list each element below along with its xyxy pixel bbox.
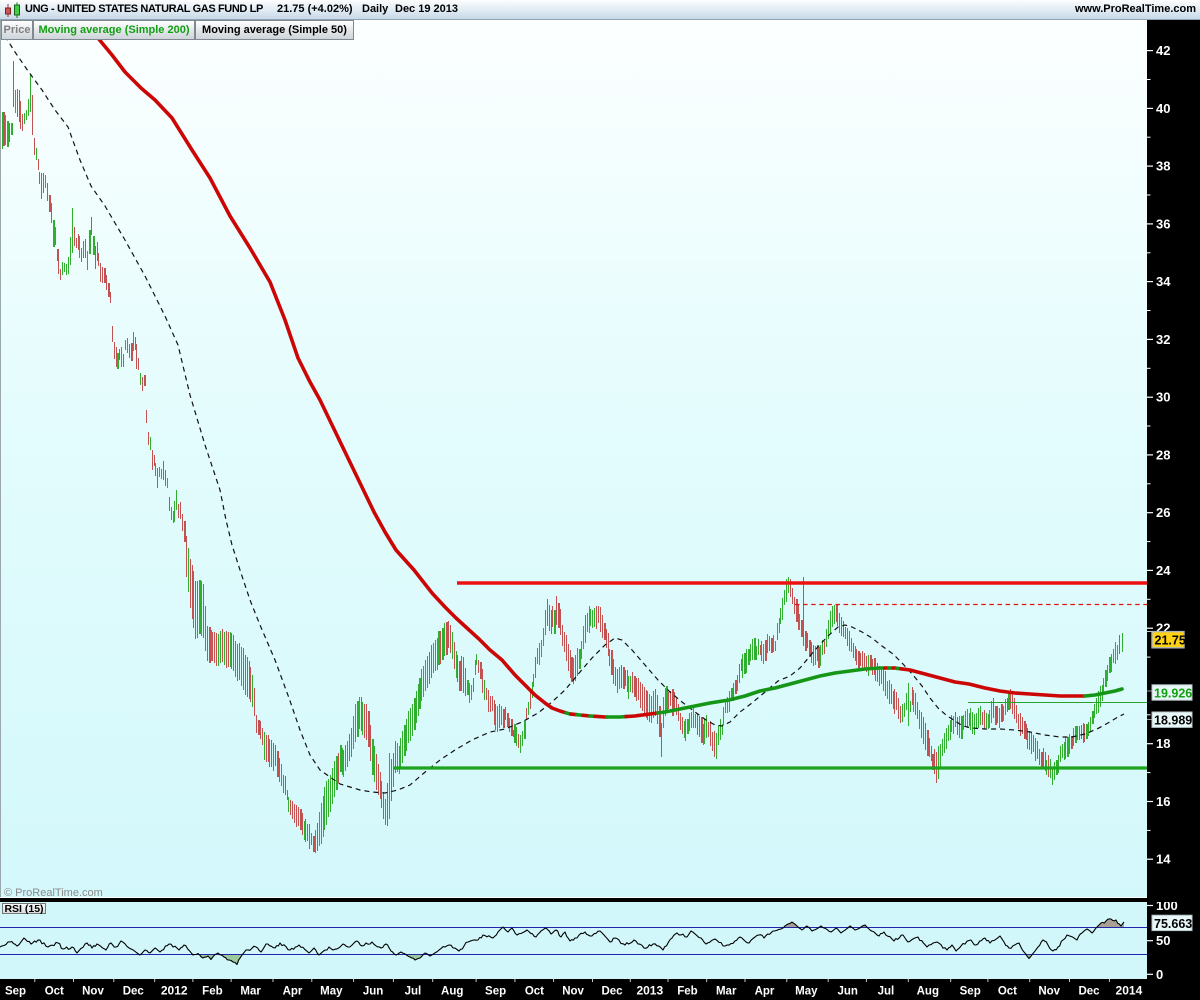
svg-text:24: 24 <box>1156 563 1171 578</box>
svg-text:0: 0 <box>1156 967 1163 982</box>
svg-text:Feb: Feb <box>677 986 697 998</box>
svg-text:© ProRealTime.com: © ProRealTime.com <box>4 887 103 897</box>
svg-text:19.926: 19.926 <box>1154 686 1192 700</box>
svg-text:Apr: Apr <box>283 986 303 998</box>
svg-text:Sep: Sep <box>485 986 506 998</box>
svg-text:14: 14 <box>1156 852 1171 867</box>
svg-text:50: 50 <box>1156 933 1170 948</box>
svg-text:May: May <box>795 986 818 998</box>
svg-text:2013: 2013 <box>636 984 663 998</box>
svg-text:Aug: Aug <box>917 986 939 998</box>
svg-text:Mar: Mar <box>240 986 261 998</box>
svg-text:30: 30 <box>1156 390 1170 405</box>
svg-text:Dec: Dec <box>601 986 623 998</box>
svg-text:Jul: Jul <box>405 986 422 998</box>
svg-text:Nov: Nov <box>562 986 584 998</box>
svg-text:75.663: 75.663 <box>1154 917 1192 931</box>
svg-text:Nov: Nov <box>82 986 104 998</box>
svg-text:28: 28 <box>1156 447 1170 462</box>
svg-text:Nov: Nov <box>1038 986 1060 998</box>
svg-text:2012: 2012 <box>161 984 188 998</box>
svg-text:36: 36 <box>1156 216 1170 231</box>
svg-text:Sep: Sep <box>960 986 981 998</box>
svg-text:Feb: Feb <box>202 986 222 998</box>
svg-text:2014: 2014 <box>1116 984 1143 998</box>
svg-text:May: May <box>320 986 343 998</box>
svg-text:18.989: 18.989 <box>1154 714 1192 728</box>
svg-text:Jun: Jun <box>363 986 383 998</box>
svg-text:16: 16 <box>1156 794 1170 809</box>
svg-text:Dec: Dec <box>1078 986 1100 998</box>
svg-text:Sep: Sep <box>5 986 26 998</box>
svg-text:32: 32 <box>1156 332 1170 347</box>
svg-text:34: 34 <box>1156 274 1171 289</box>
svg-text:Oct: Oct <box>525 986 544 998</box>
svg-text:26: 26 <box>1156 505 1170 520</box>
svg-text:42: 42 <box>1156 43 1170 58</box>
svg-text:Jul: Jul <box>878 986 895 998</box>
svg-text:Jun: Jun <box>837 986 857 998</box>
svg-text:Oct: Oct <box>45 986 64 998</box>
svg-text:Aug: Aug <box>441 986 463 998</box>
svg-text:Oct: Oct <box>998 986 1017 998</box>
svg-text:18: 18 <box>1156 736 1170 751</box>
svg-text:38: 38 <box>1156 159 1170 174</box>
svg-text:21.75: 21.75 <box>1155 634 1186 648</box>
svg-text:Mar: Mar <box>716 986 737 998</box>
svg-text:40: 40 <box>1156 101 1170 116</box>
svg-text:Apr: Apr <box>755 986 775 998</box>
svg-text:Dec: Dec <box>123 986 145 998</box>
